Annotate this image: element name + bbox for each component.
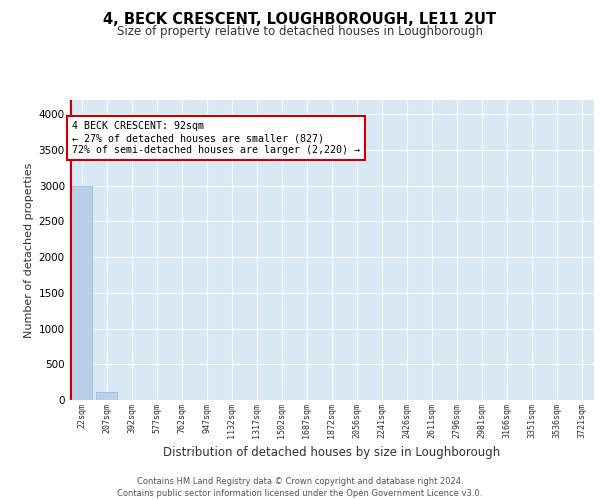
- Text: Contains HM Land Registry data © Crown copyright and database right 2024.: Contains HM Land Registry data © Crown c…: [137, 478, 463, 486]
- Text: 4 BECK CRESCENT: 92sqm
← 27% of detached houses are smaller (827)
72% of semi-de: 4 BECK CRESCENT: 92sqm ← 27% of detached…: [72, 122, 360, 154]
- X-axis label: Distribution of detached houses by size in Loughborough: Distribution of detached houses by size …: [163, 446, 500, 459]
- Text: 4, BECK CRESCENT, LOUGHBOROUGH, LE11 2UT: 4, BECK CRESCENT, LOUGHBOROUGH, LE11 2UT: [103, 12, 497, 28]
- Bar: [96, 392, 117, 400]
- Y-axis label: Number of detached properties: Number of detached properties: [25, 162, 34, 338]
- Text: Contains public sector information licensed under the Open Government Licence v3: Contains public sector information licen…: [118, 489, 482, 498]
- Text: Size of property relative to detached houses in Loughborough: Size of property relative to detached ho…: [117, 25, 483, 38]
- Bar: [71, 186, 92, 400]
